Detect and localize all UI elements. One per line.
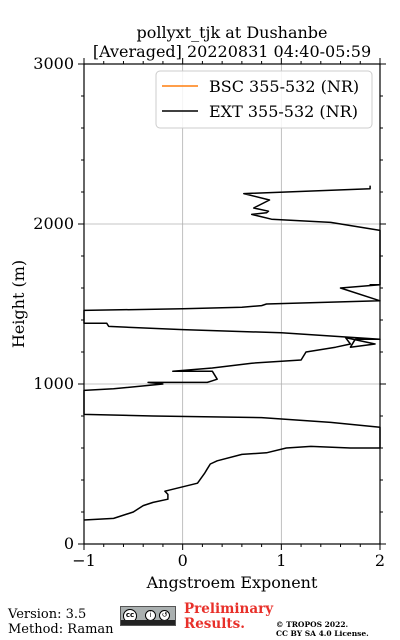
y-tick-label: 3000 [33, 54, 74, 73]
copyright-line2: CC BY SA 4.0 License. [276, 629, 369, 638]
x-tick-label: 0 [178, 551, 188, 570]
version-text: Version: 3.5 [8, 607, 87, 622]
x-tick-label: 2 [375, 551, 385, 570]
chart-title-line2: [Averaged] 20220831 04:40-05:59 [93, 42, 371, 61]
x-tick-label: −1 [72, 551, 96, 570]
y-tick-label: 0 [64, 534, 74, 553]
copyright-line1: © TROPOS 2022. [276, 620, 349, 629]
cc-license-badge: cc i ↺ [120, 606, 176, 626]
x-axis-label: Angstroem Exponent [146, 573, 318, 592]
preliminary-notice: Preliminary Results. [184, 602, 273, 632]
badge-strip [121, 620, 175, 625]
chart-canvas: pollyxt_tjk at Dushanbe [Averaged] 20220… [9, 23, 386, 592]
legend-box [155, 70, 373, 129]
grid-lines [84, 64, 380, 544]
preliminary-line2: Results. [184, 616, 245, 632]
y-axis-label: Height (m) [9, 260, 28, 348]
y-tick-label: 2000 [33, 214, 74, 233]
plot-area [83, 185, 381, 521]
chart-title-line1: pollyxt_tjk at Dushanbe [136, 23, 327, 42]
axes-frame [83, 63, 381, 545]
preliminary-line1: Preliminary [184, 601, 274, 617]
legend: BSC 355-532 (NR) EXT 355-532 (NR) [155, 70, 373, 129]
method-text: Method: Raman [8, 622, 114, 637]
copyright-notice: © TROPOS 2022. CC BY SA 4.0 License. [276, 620, 369, 638]
legend-label-ext: EXT 355-532 (NR) [209, 102, 358, 121]
y-tick-label: 1000 [33, 374, 74, 393]
series-line-ext [83, 185, 381, 521]
x-tick-label: 1 [276, 551, 286, 570]
legend-label-bsc: BSC 355-532 (NR) [209, 77, 359, 96]
